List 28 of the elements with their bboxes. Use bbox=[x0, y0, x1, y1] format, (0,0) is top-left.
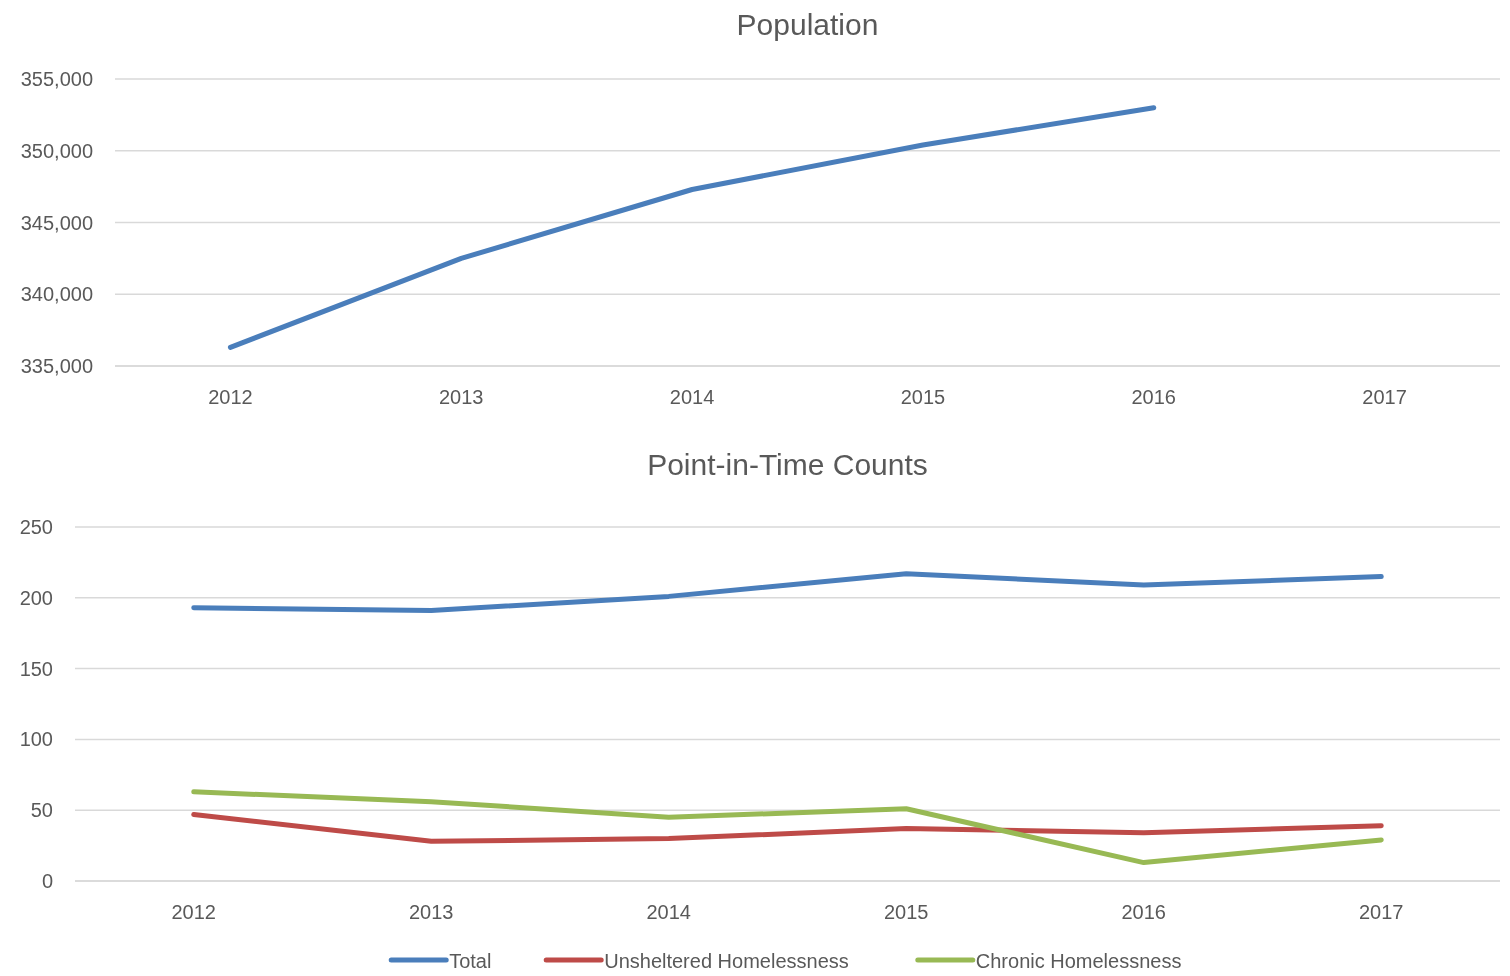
x-tick-label: 2013 bbox=[409, 901, 454, 923]
x-tick-label: 2012 bbox=[208, 386, 253, 408]
legend-label: Total bbox=[449, 950, 492, 972]
x-tick-label: 2014 bbox=[669, 386, 715, 408]
y-tick-label: 345,000 bbox=[20, 211, 93, 234]
y-tick-label: 50 bbox=[30, 799, 53, 822]
x-tick-label: 2013 bbox=[439, 386, 484, 408]
x-tick-label: 2017 bbox=[1359, 901, 1404, 923]
y-tick-label: 340,000 bbox=[20, 283, 93, 306]
y-tick-label: 250 bbox=[19, 516, 53, 538]
x-tick-label: 2017 bbox=[1362, 386, 1407, 408]
y-tick-label: 200 bbox=[19, 586, 53, 609]
x-tick-label: 2012 bbox=[171, 901, 216, 923]
x-tick-label: 2014 bbox=[646, 901, 691, 923]
chart-title: Point-in-Time Counts bbox=[647, 448, 928, 481]
y-tick-label: 350,000 bbox=[20, 139, 93, 162]
legend-label: Unsheltered Homelessness bbox=[604, 950, 849, 972]
legend-label: Chronic Homelessness bbox=[975, 950, 1182, 972]
x-tick-label: 2016 bbox=[1131, 386, 1176, 408]
y-tick-label: 100 bbox=[19, 728, 53, 751]
chart-title: Population bbox=[736, 8, 879, 41]
x-tick-label: 2016 bbox=[1121, 901, 1166, 923]
y-tick-label: 150 bbox=[19, 657, 53, 680]
x-tick-label: 2015 bbox=[884, 901, 929, 923]
y-tick-label: 0 bbox=[41, 870, 53, 892]
x-tick-label: 2015 bbox=[900, 386, 946, 408]
y-tick-label: 335,000 bbox=[20, 355, 93, 377]
y-tick-label: 355,000 bbox=[20, 68, 93, 90]
